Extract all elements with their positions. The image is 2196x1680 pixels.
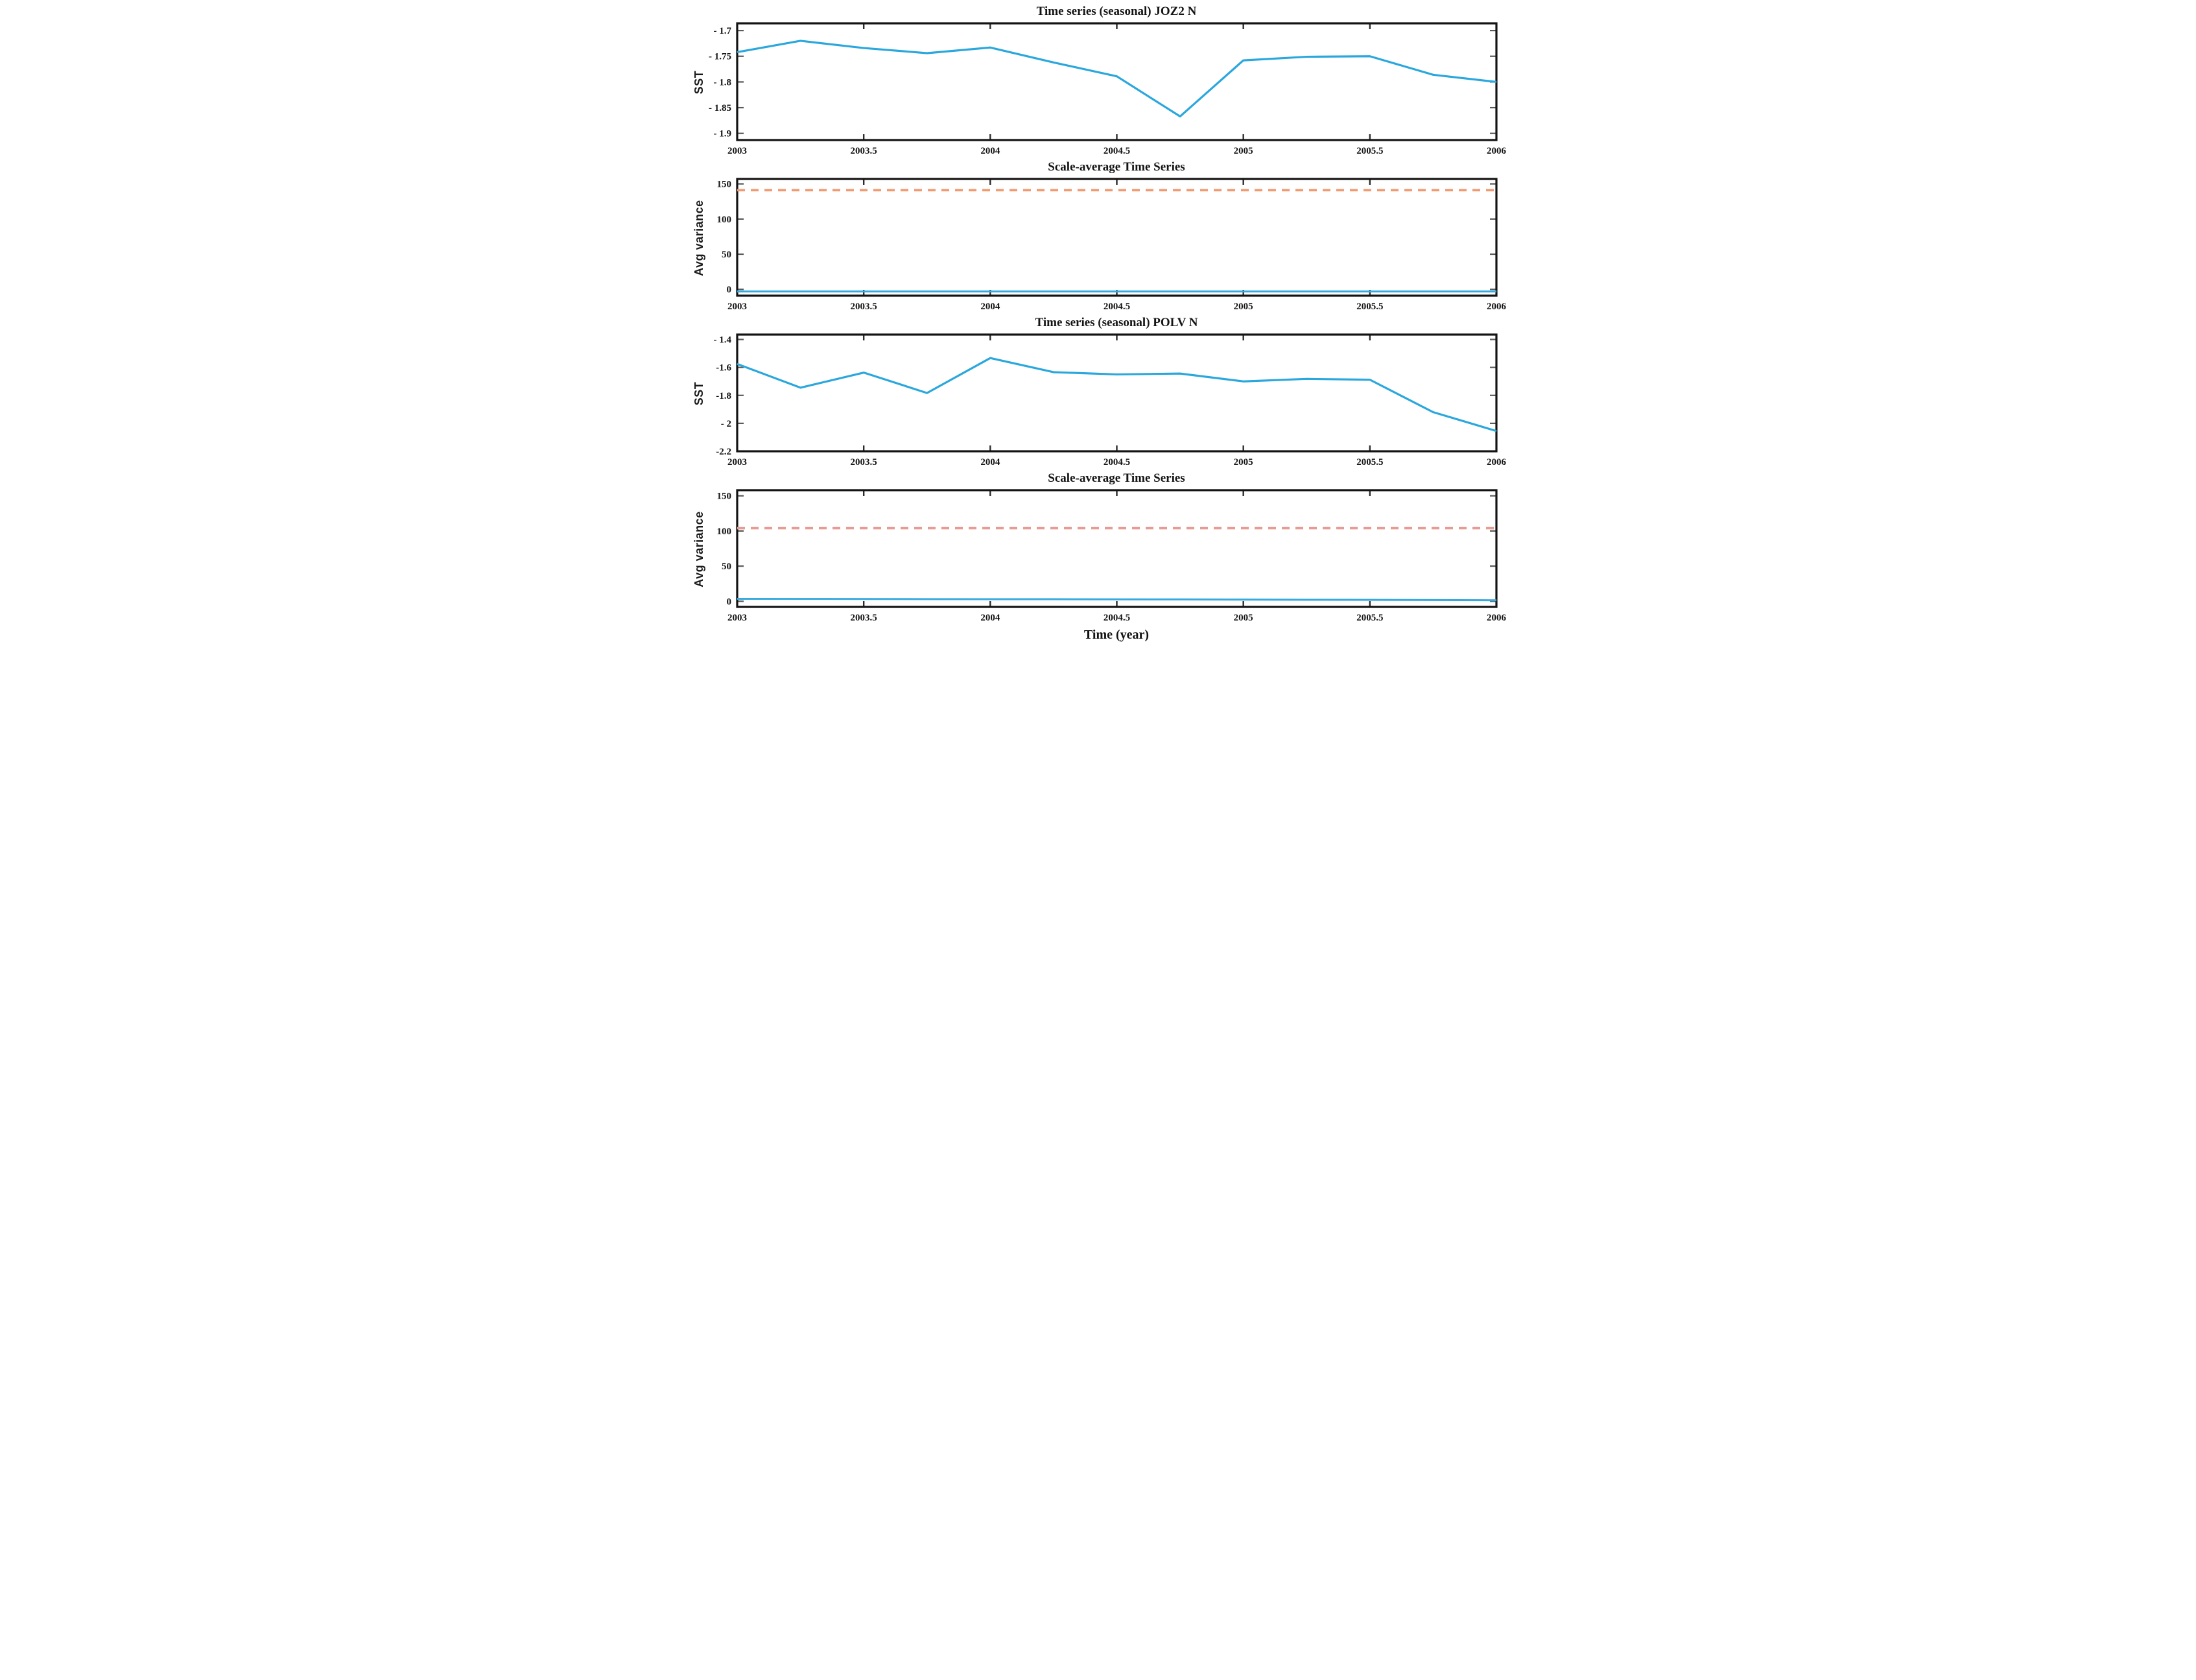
avg-variance-polv-line [737,598,1496,602]
x-tick-label: 2004 [980,613,1000,623]
plot-polv-variance: 2003 2003.5 2004 2004.5 2005 2005.5 2006 0 50 100… [716,489,1507,623]
x-tick-label: 2004 [980,146,1000,156]
plot-joz2-sst: 2003 2003.5 2004 2004.5 2005 2005.5 2006 - 1.7 -… [709,22,1507,156]
x-tick-label: 2004.5 [1103,146,1129,156]
chart-body-polv-sst: SST 2003 2003.5 2004 2004.5 2005 2005.5 2006 - … [687,331,1510,471]
y-tick-label: 150 [716,180,731,190]
x-tick-label: 2006 [1487,457,1507,467]
x-tick-label: 2003.5 [850,457,877,467]
chart-polv-variance: Scale-average Time Series Avg variance 2… [687,471,1510,626]
x-tick-label: 2005.5 [1356,457,1383,467]
plot-frame [735,489,1498,608]
x-tick-label: 2003.5 [850,302,877,312]
chart-title-joz2-sst: Time series (seasonal) JOZ2 N [1036,5,1197,18]
wavelet-figure: Time series (seasonal) JOZ2 N SST 2003 20… [686,0,1510,649]
chart-body-polv-variance: Avg variance 2003 2003.5 2004 2004.5 2005 200… [687,486,1510,626]
y-tick-label: 50 [722,562,731,572]
chart-joz2-sst: Time series (seasonal) JOZ2 N SST 2003 20… [687,4,1510,160]
y-tick-label: - 1.4 [713,335,731,346]
chart-body-joz2-sst: SST 2003 2003.5 2004 2004.5 2005 2005.5 2006 - … [687,19,1510,160]
x-tick-label: 2005 [1233,146,1253,156]
y-tick-label: - 1.85 [709,103,731,113]
x-tick-label: 2004 [980,457,1000,467]
x-tick-label: 2003 [727,302,747,312]
x-tick-label: 2004.5 [1103,457,1129,467]
x-axis-label: Time (year) [1083,628,1150,642]
y-tick-label: -2.2 [716,447,731,457]
x-tick-label: 2004 [980,302,1000,312]
y-tick-label: - 1.7 [713,26,731,36]
plot-polv-sst: 2003 2003.5 2004 2004.5 2005 2005.5 2006 - 1.4 -… [713,333,1507,467]
y-tick-label: -1.6 [716,363,731,373]
x-tick-label: 2003 [727,146,747,156]
plot-frame [735,178,1498,297]
y-tick-label: - 1.9 [713,129,731,139]
x-tick-label: 2006 [1487,146,1507,156]
x-tick-label: 2005 [1233,613,1253,623]
plot-frame [735,333,1498,453]
x-tick-label: 2003.5 [850,146,877,156]
x-tick-label: 2003 [727,457,747,467]
chart-body-joz2-variance: Avg variance 2003 2003.5 2004 2004.5 2005 200… [687,175,1510,315]
chart-polv-sst: Time series (seasonal) POLV N SST 2003 20… [687,315,1510,471]
y-axis-label-polv-variance: Avg variance [692,511,705,587]
y-tick-label: 100 [716,526,731,537]
x-tick-label: 2003.5 [850,613,877,623]
y-axis-label-polv-sst: SST [692,381,705,406]
sst-seasonal-polv-line [736,357,1496,432]
chart-title-polv-variance: Scale-average Time Series [1048,471,1185,485]
plot-joz2-variance: 2003 2003.5 2004 2004.5 2005 2005.5 2006 0 50 100… [716,178,1507,312]
y-tick-label: 0 [726,285,731,295]
y-tick-label: 150 [716,491,731,502]
x-tick-label: 2006 [1487,613,1507,623]
x-tick-label: 2005 [1233,457,1253,467]
chart-title-joz2-variance: Scale-average Time Series [1048,160,1185,174]
y-tick-label: - 1.8 [713,77,731,88]
y-axis-label-joz2-sst: SST [692,70,705,95]
y-tick-label: - 1.75 [709,52,731,62]
x-tick-label: 2005.5 [1356,613,1383,623]
plot-frame [735,22,1498,141]
x-tick-label: 2006 [1487,302,1507,312]
sst-seasonal-joz2-line [737,40,1496,118]
x-tick-label: 2005.5 [1356,302,1383,312]
y-tick-label: 100 [716,215,731,225]
y-tick-label: 0 [726,597,731,607]
y-tick-label: 50 [722,250,731,260]
y-axis-label-joz2-variance: Avg variance [692,200,705,276]
x-tick-label: 2004.5 [1103,613,1129,623]
y-tick-label: -1.8 [716,391,731,401]
y-tick-label: - 2 [720,419,731,429]
x-tick-label: 2005 [1233,302,1253,312]
x-tick-label: 2004.5 [1103,302,1129,312]
chart-joz2-variance: Scale-average Time Series Avg variance 2… [687,160,1510,315]
chart-title-polv-sst: Time series (seasonal) POLV N [1035,316,1198,329]
x-tick-label: 2005.5 [1356,146,1383,156]
x-tick-label: 2003 [727,613,747,623]
